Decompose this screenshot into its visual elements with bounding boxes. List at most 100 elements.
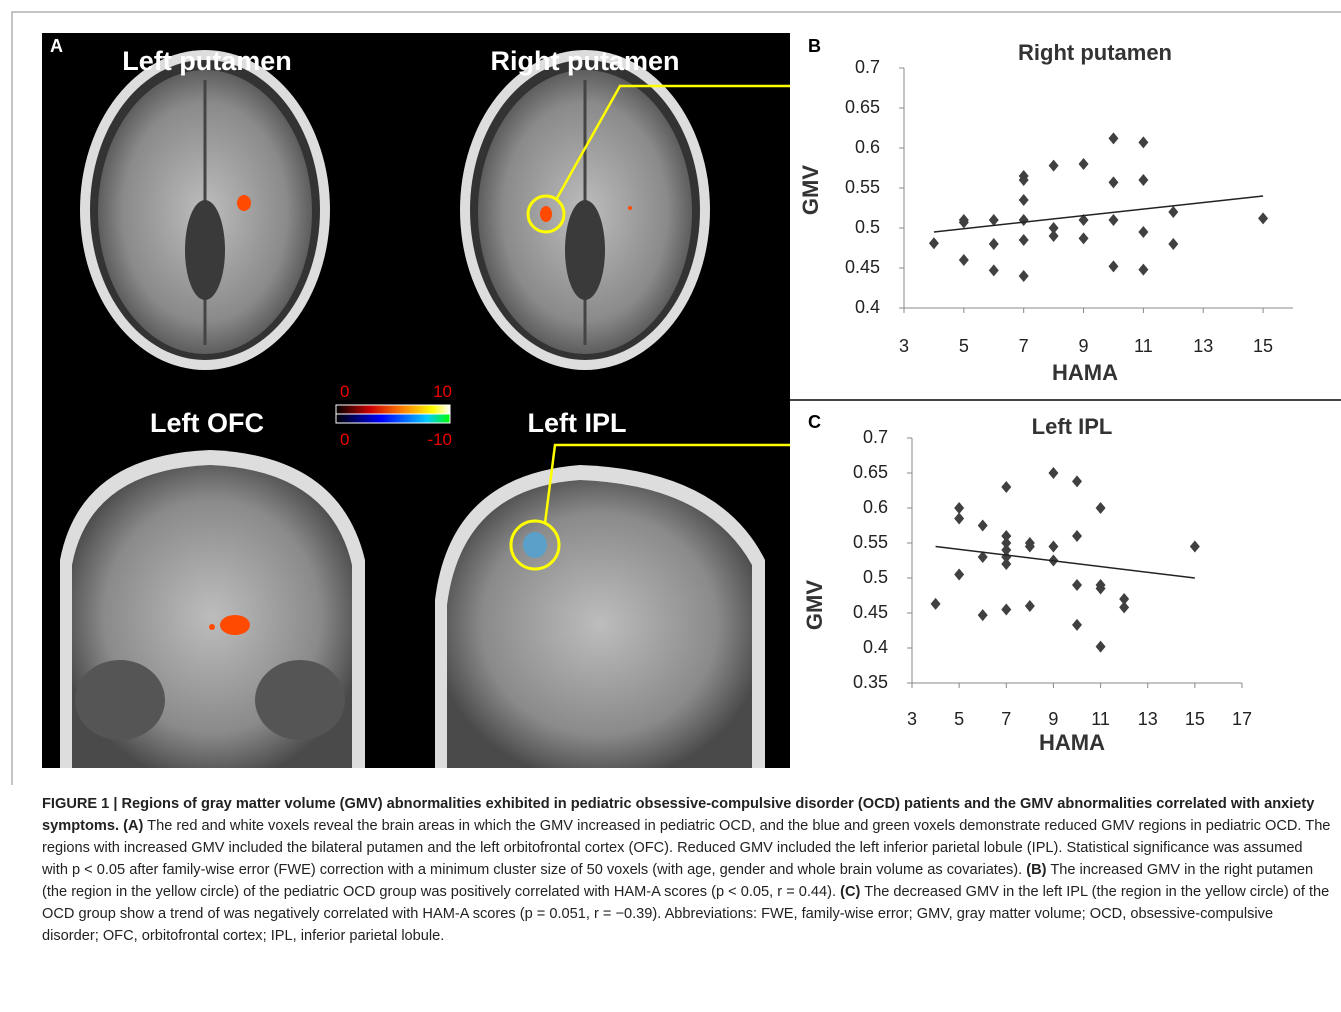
data-point <box>1048 467 1058 479</box>
data-point <box>1072 475 1082 487</box>
data-point <box>1025 600 1035 612</box>
y-tick-label: 0.45 <box>853 602 888 622</box>
page: {"panel_a": {"letter": "A", "labels": ["… <box>0 0 1341 1012</box>
data-point <box>1001 481 1011 493</box>
x-tick-label: 13 <box>1138 709 1158 729</box>
chart-title: Left IPL <box>1032 414 1113 439</box>
x-tick-label: 5 <box>959 336 969 356</box>
x-tick-label: 7 <box>1019 336 1029 356</box>
data-point <box>1049 160 1059 172</box>
data-point <box>1168 238 1178 250</box>
data-point <box>978 609 988 621</box>
y-tick-label: 0.5 <box>863 567 888 587</box>
x-tick-label: 15 <box>1185 709 1205 729</box>
data-point <box>1258 212 1268 224</box>
data-point <box>1019 194 1029 206</box>
x-tick-label: 5 <box>954 709 964 729</box>
data-point <box>978 520 988 532</box>
brain-label: Left IPL <box>528 408 627 438</box>
data-point <box>931 598 941 610</box>
colorbar-label: 10 <box>433 382 452 401</box>
y-tick-label: 0.7 <box>863 427 888 447</box>
brain-label: Right putamen <box>491 46 680 76</box>
x-tick-label: 11 <box>1091 709 1110 729</box>
y-axis-title: GMV <box>802 580 827 630</box>
x-axis-title: HAMA <box>1039 730 1105 755</box>
brain-image <box>80 50 330 370</box>
x-tick-label: 3 <box>899 336 909 356</box>
data-point <box>1138 226 1148 238</box>
caption-label: (B) <box>1026 862 1046 878</box>
x-tick-label: 9 <box>1048 709 1058 729</box>
y-tick-label: 0.65 <box>845 97 880 117</box>
data-point <box>1108 214 1118 226</box>
x-tick-label: 7 <box>1001 709 1011 729</box>
data-point <box>1049 230 1059 242</box>
data-point <box>1108 132 1118 144</box>
data-point <box>1168 206 1178 218</box>
y-tick-label: 0.65 <box>853 462 888 482</box>
data-point <box>954 502 964 514</box>
y-tick-label: 0.5 <box>855 217 880 237</box>
data-point <box>989 238 999 250</box>
data-point <box>929 237 939 249</box>
panel-letter: A <box>50 36 63 56</box>
data-point <box>1108 260 1118 272</box>
y-tick-label: 0.6 <box>855 137 880 157</box>
data-point <box>1096 502 1106 514</box>
caption-label: (C) <box>840 884 860 900</box>
data-point <box>1119 601 1129 613</box>
data-point <box>1138 136 1148 148</box>
x-tick-label: 9 <box>1079 336 1089 356</box>
data-point <box>1079 158 1089 170</box>
data-point <box>1138 174 1148 186</box>
data-point <box>1108 176 1118 188</box>
data-point <box>1190 541 1200 553</box>
x-tick-label: 13 <box>1193 336 1213 356</box>
y-tick-label: 0.4 <box>855 297 880 317</box>
data-point <box>1001 558 1011 570</box>
y-tick-label: 0.55 <box>845 177 880 197</box>
data-point <box>989 214 999 226</box>
y-tick-label: 0.45 <box>845 257 880 277</box>
figure: A Left putamen Right putamen Left OFC Le… <box>0 0 1341 785</box>
panel-letter: C <box>808 412 821 432</box>
brain-label: Left putamen <box>122 46 292 76</box>
x-tick-label: 17 <box>1232 709 1252 729</box>
data-point <box>1048 541 1058 553</box>
chart-title: Right putamen <box>1018 40 1172 65</box>
brain-image <box>60 450 365 768</box>
colorbar-label: 0 <box>340 430 349 449</box>
trend-line <box>934 196 1263 232</box>
data-point <box>1138 264 1148 276</box>
caption: FIGURE 1 | Regions of gray matter volume… <box>42 793 1332 947</box>
data-point <box>1072 530 1082 542</box>
data-point <box>959 214 969 226</box>
data-point <box>989 264 999 276</box>
x-tick-label: 11 <box>1134 336 1153 356</box>
colorbar-label: -10 <box>427 430 452 449</box>
brain-label: Left OFC <box>150 408 264 438</box>
y-tick-label: 0.4 <box>863 637 888 657</box>
data-point <box>1019 234 1029 246</box>
data-point <box>954 569 964 581</box>
data-point <box>1072 579 1082 591</box>
data-point <box>954 513 964 525</box>
data-point <box>1019 214 1029 226</box>
x-tick-label: 3 <box>907 709 917 729</box>
data-point <box>1001 604 1011 616</box>
caption-label: (A) <box>123 818 143 834</box>
y-tick-label: 0.55 <box>853 532 888 552</box>
x-tick-label: 15 <box>1253 336 1273 356</box>
y-tick-label: 0.7 <box>855 57 880 77</box>
y-axis-title: GMV <box>798 165 823 215</box>
data-point <box>1019 270 1029 282</box>
data-point <box>1072 619 1082 631</box>
y-tick-label: 0.35 <box>853 672 888 692</box>
y-tick-label: 0.6 <box>863 497 888 517</box>
trend-line <box>936 547 1195 579</box>
data-point <box>1096 641 1106 653</box>
data-point <box>959 254 969 266</box>
colorbar-label: 0 <box>340 382 349 401</box>
x-axis-title: HAMA <box>1052 360 1118 385</box>
